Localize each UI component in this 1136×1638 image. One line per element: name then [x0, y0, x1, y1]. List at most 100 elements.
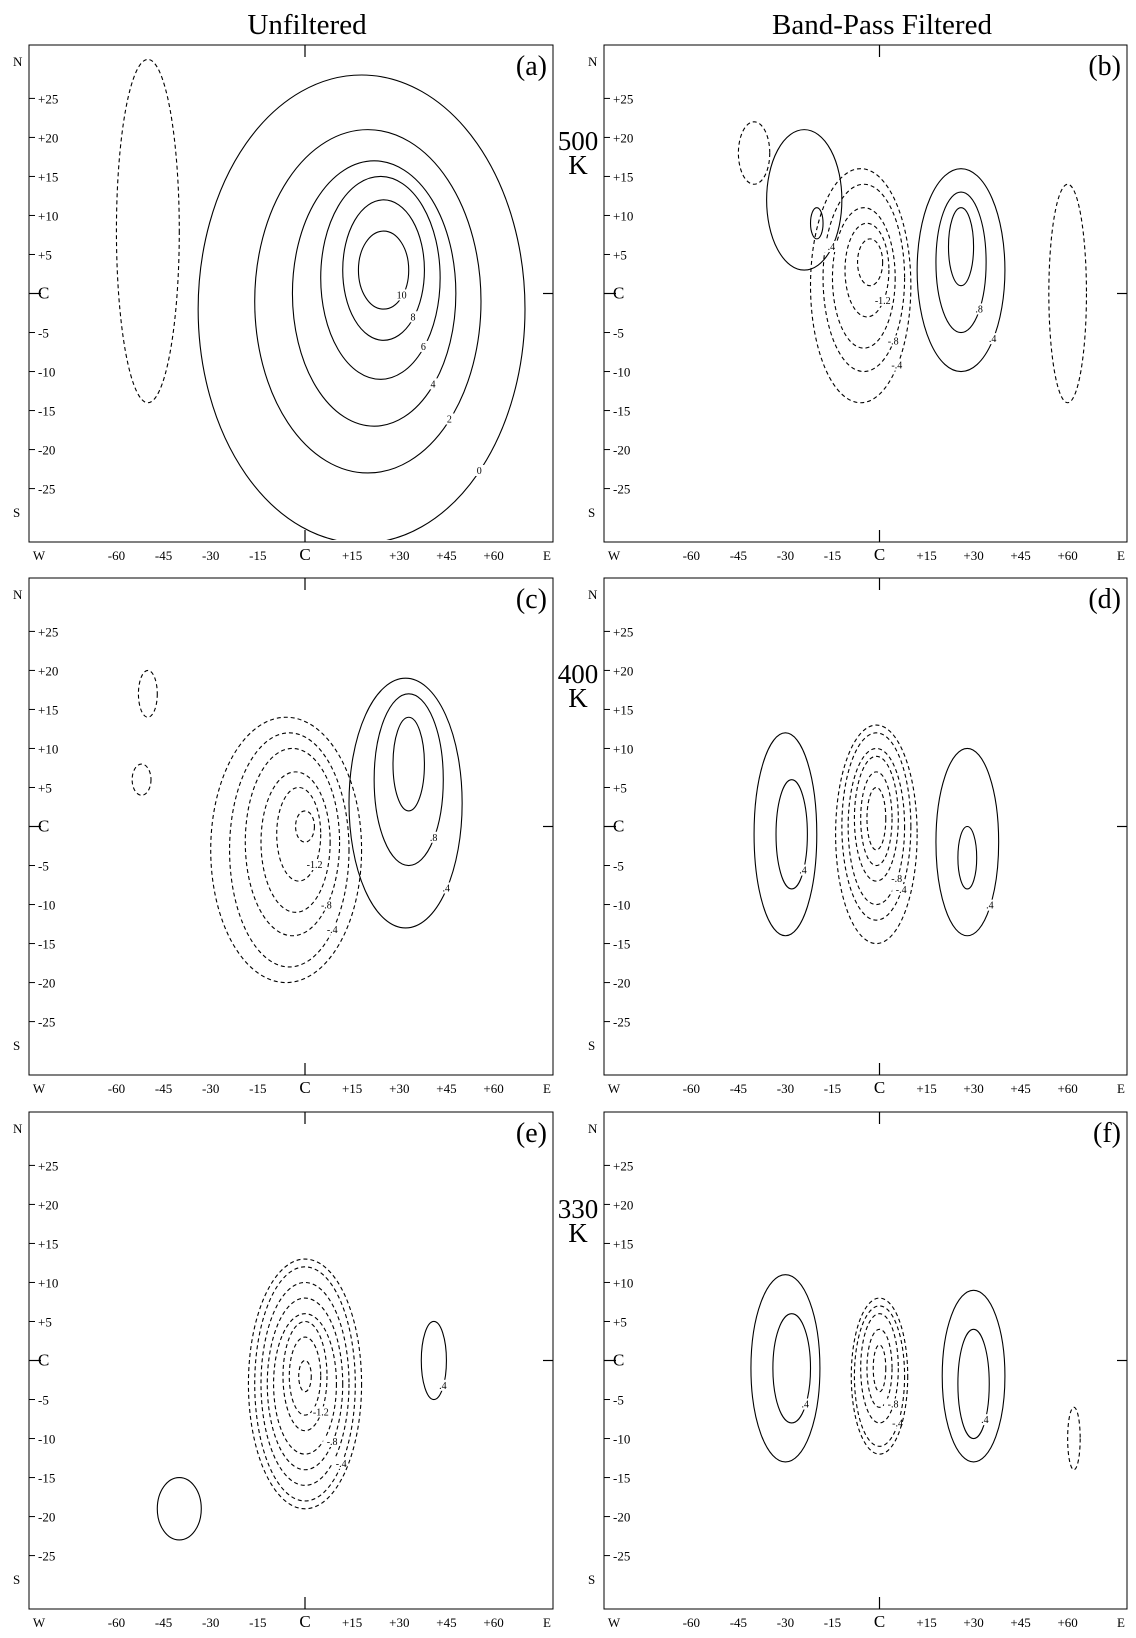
panel-label: (d) — [1088, 584, 1121, 615]
contour-negative — [260, 1281, 350, 1486]
contour-label-bg — [470, 464, 489, 476]
contour-label-bg — [888, 1417, 907, 1429]
y-tick-label: +20 — [613, 663, 633, 678]
y-tick-label: C — [613, 284, 624, 303]
contour-label-bg — [423, 378, 442, 390]
contour-positive — [957, 825, 978, 890]
contour-label: -.4 — [892, 1418, 903, 1429]
y-tick-label: +15 — [38, 1236, 58, 1251]
x-tick-label: +45 — [436, 548, 456, 563]
contour-positive — [392, 716, 425, 812]
y-tick-label: S — [588, 1572, 595, 1587]
x-tick-label: -45 — [155, 1081, 172, 1096]
level-label-500: 500 — [558, 126, 599, 156]
y-tick-label: -15 — [613, 1471, 630, 1486]
x-tick-label: -60 — [683, 1615, 700, 1630]
x-tick-label: +30 — [963, 1081, 983, 1096]
y-tick-label: +15 — [613, 169, 633, 184]
contour-label: .8 — [975, 304, 983, 315]
panel-e: (e) N +25 +20 +15 +10 +5 C -5 -10 -15 -20 -25 S W -60 -4… — [13, 1111, 554, 1631]
panel-frame — [603, 577, 1128, 1076]
y-tick-label: N — [588, 54, 598, 69]
contour-label-bg — [392, 289, 411, 301]
y-tick-label: S — [588, 505, 595, 520]
contour-label: .4 — [989, 334, 997, 345]
contour-label-bg — [884, 335, 903, 347]
contour-label-bg — [822, 241, 841, 253]
column-title-unfiltered: Unfiltered — [247, 9, 367, 41]
panel-frame — [603, 1111, 1128, 1610]
y-tick-label: S — [588, 1038, 595, 1053]
x-tick-label: W — [608, 548, 621, 563]
contour-negative — [244, 747, 341, 937]
contour-positive — [916, 168, 1006, 373]
contour-positive — [766, 129, 843, 271]
contour-negative — [254, 1266, 356, 1502]
level-unit-330: K — [568, 1218, 588, 1248]
x-tick-label: -45 — [730, 1615, 747, 1630]
y-tick-label: +15 — [613, 1236, 633, 1251]
contour-label-bg — [323, 923, 342, 935]
contour-field: -1.2 -.8 -.4 .8 .4 .4 — [737, 121, 1088, 404]
y-tick-label: +5 — [613, 780, 627, 795]
contour-positive — [357, 230, 410, 310]
y-tick-label: +5 — [613, 1314, 627, 1329]
contour-negative — [288, 1336, 322, 1416]
contour-label-bg — [887, 873, 906, 885]
contour-label-bg — [437, 882, 456, 894]
y-tick-label: +5 — [38, 247, 52, 262]
y-tick-label: -5 — [613, 1393, 624, 1408]
y-tick-label: +10 — [38, 208, 58, 223]
contour-positive — [291, 160, 457, 427]
y-tick-label: -25 — [613, 482, 630, 497]
x-tick-label: +60 — [1057, 1081, 1077, 1096]
contour-negative — [298, 1359, 312, 1393]
level-unit-500: K — [568, 150, 588, 180]
y-tick-label: +25 — [38, 624, 58, 639]
y-tick-label: C — [38, 817, 49, 836]
contour-label-bg — [433, 1379, 452, 1391]
y-tick-label: -10 — [613, 898, 630, 913]
panel-f: (f) N +25 +20 +15 +10 +5 C -5 -10 -15 -20 -25 S W -60 -4… — [588, 1111, 1128, 1631]
y-tick-label: S — [13, 1038, 20, 1053]
y-tick-label: -5 — [38, 859, 49, 874]
contour-label: .4 — [439, 1381, 447, 1392]
y-tick-label: +5 — [613, 247, 627, 262]
x-tick-label: +30 — [389, 1615, 409, 1630]
contour-positive — [772, 1313, 812, 1424]
contour-label: 2 — [447, 414, 452, 425]
x-tick-label: -30 — [202, 1615, 219, 1630]
contour-positive — [342, 199, 425, 341]
contour-negative — [266, 1297, 344, 1471]
x-tick-label: +15 — [916, 548, 936, 563]
y-tick-label: -10 — [38, 365, 55, 380]
contour-label: .4 — [986, 901, 994, 912]
x-tick-label: W — [608, 1081, 621, 1096]
contour-label-bg — [980, 899, 999, 911]
x-tick-label: -15 — [824, 1615, 841, 1630]
contour-negative — [856, 238, 884, 287]
contour-negative — [737, 121, 771, 185]
x-tick-label: -60 — [683, 548, 700, 563]
x-tick-label: E — [1117, 1081, 1125, 1096]
contour-negative — [115, 58, 180, 404]
x-tick-label: +30 — [963, 548, 983, 563]
contour-negative — [866, 786, 887, 851]
contour-negative — [247, 1258, 363, 1510]
contour-positive — [935, 191, 987, 334]
x-tick-label: +30 — [389, 548, 409, 563]
panel-a: (a) N +25 +20 +15 +10 +5 C -5 -10 -15 -20 -25 S W -60 -4… — [13, 44, 554, 564]
x-tick-label: +60 — [1057, 1615, 1077, 1630]
x-tick-label: -60 — [108, 1615, 125, 1630]
y-tick-label: +15 — [38, 169, 58, 184]
y-tick-label: +10 — [613, 1275, 633, 1290]
y-tick-label: +20 — [613, 130, 633, 145]
x-tick-label: +30 — [963, 1615, 983, 1630]
y-tick-label: -25 — [38, 482, 55, 497]
y-tick-label: +10 — [613, 741, 633, 756]
y-tick-label: -15 — [38, 937, 55, 952]
y-tick-label: +15 — [38, 702, 58, 717]
y-tick-label: +25 — [38, 91, 58, 106]
contour-label: -1.2 — [307, 860, 323, 871]
contour-label: -.8 — [327, 1437, 338, 1448]
